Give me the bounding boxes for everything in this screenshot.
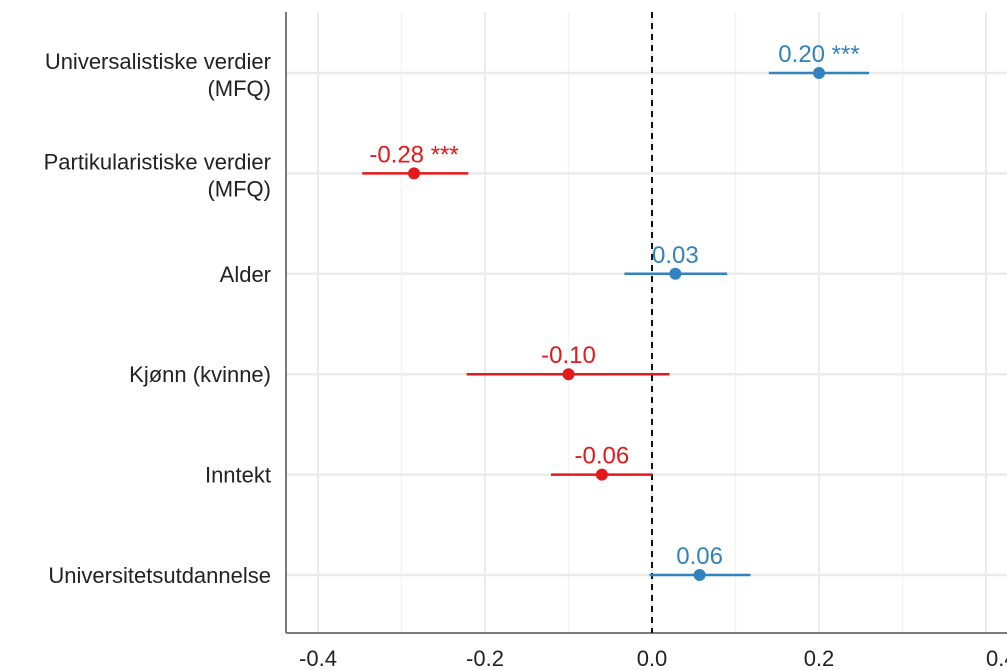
estimate-value-label: 0.06 [676, 543, 723, 570]
x-tick-label: 0.0 [637, 646, 668, 670]
estimate-point [408, 167, 421, 180]
estimates [362, 67, 870, 581]
estimate-point [813, 67, 825, 79]
category-label: Partikularistiske verdier [44, 149, 271, 174]
category-label: Inntekt [205, 463, 271, 488]
labels: -0.4 -0.2 0.0 0.2 0.4 0.20 *** Universalistisk… [44, 41, 1007, 670]
category-label: (MFQ) [207, 76, 271, 101]
estimate-point [669, 267, 682, 280]
estimate-point [693, 569, 706, 581]
estimate-value-label: 0.20 *** [778, 41, 859, 68]
category-label: (MFQ) [207, 176, 271, 201]
x-tick-label: 0.4 [986, 646, 1007, 670]
category-label: Universitetsutdannelse [48, 563, 271, 588]
estimate-value-label: 0.03 [652, 242, 699, 269]
estimate-value-label: -0.28 *** [369, 141, 458, 168]
category-label: Universalistiske verdier [45, 49, 271, 74]
estimate-value-label: -0.06 [575, 443, 630, 470]
estimate-point [595, 468, 608, 481]
x-tick-label: -0.2 [466, 646, 504, 670]
category-label: Kjønn (kvinne) [129, 362, 271, 387]
axes [285, 12, 1007, 634]
category-label: Alder [220, 262, 271, 287]
estimate-point [562, 368, 575, 381]
grid-lines [286, 12, 1007, 633]
x-tick-label: 0.2 [804, 646, 835, 670]
estimate-value-label: -0.10 [541, 342, 596, 369]
x-tick-label: -0.4 [299, 646, 337, 670]
